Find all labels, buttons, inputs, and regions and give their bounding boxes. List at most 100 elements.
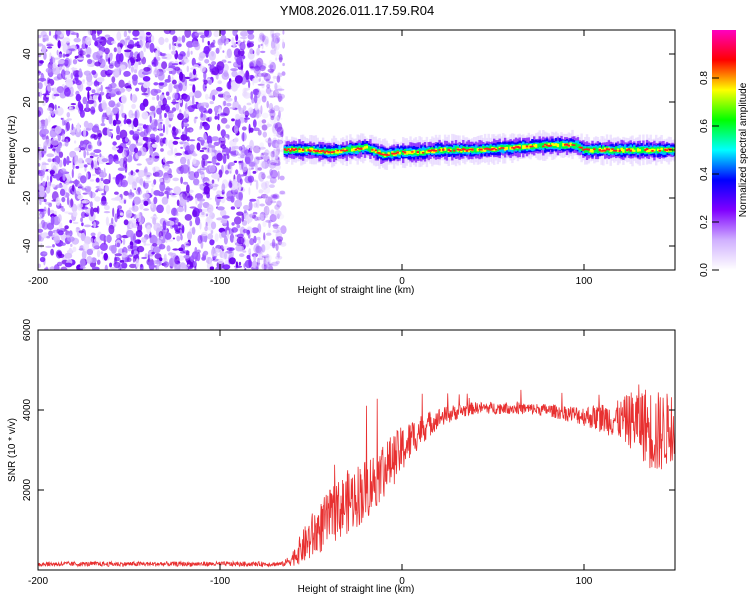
- noise-blob: [116, 125, 121, 135]
- noise-blob: [132, 30, 140, 37]
- noise-blob: [276, 236, 284, 242]
- signal-band-segment: [509, 146, 512, 150]
- noise-blob: [76, 57, 85, 60]
- noise-blob: [238, 191, 243, 202]
- noise-blob: [90, 190, 93, 199]
- noise-blob: [41, 45, 47, 54]
- noise-blob: [96, 249, 101, 258]
- noise-blob: [265, 253, 270, 261]
- noise-blob: [151, 251, 155, 255]
- noise-blob: [179, 71, 184, 81]
- noise-blob: [257, 167, 262, 171]
- noise-blob: [142, 98, 149, 108]
- noise-blob: [267, 137, 272, 148]
- noise-blob: [176, 199, 180, 207]
- noise-blob: [39, 256, 46, 263]
- noise-blob: [101, 158, 109, 163]
- noise-blob: [172, 177, 179, 182]
- signal-band-segment: [624, 148, 627, 154]
- noise-blob: [66, 155, 70, 166]
- noise-blob: [225, 55, 229, 59]
- noise-blob: [266, 158, 271, 164]
- noise-blob: [112, 141, 117, 146]
- noise-blob: [261, 119, 267, 124]
- signal-band-segment: [289, 150, 292, 152]
- signal-band-segment: [343, 148, 347, 152]
- noise-blob: [149, 113, 155, 116]
- noise-blob: [87, 30, 92, 36]
- noise-blob: [154, 253, 162, 260]
- noise-blob: [269, 114, 277, 125]
- noise-blob: [252, 170, 257, 174]
- noise-blob: [136, 44, 141, 48]
- noise-blob: [238, 146, 243, 151]
- signal-band-segment: [569, 142, 572, 146]
- noise-blob: [190, 129, 193, 132]
- noise-blob: [120, 64, 126, 71]
- noise-blob: [252, 77, 259, 84]
- noise-blob: [208, 197, 212, 200]
- signal-band-segment: [296, 147, 299, 153]
- noise-blob: [78, 185, 84, 189]
- colorbar-tick-label: 0.4: [699, 167, 710, 181]
- noise-blob: [155, 50, 159, 58]
- noise-blob: [281, 71, 286, 76]
- noise-blob: [38, 119, 42, 129]
- noise-blob: [153, 236, 158, 244]
- signal-band-segment: [380, 153, 383, 155]
- noise-blob: [244, 117, 250, 120]
- noise-blob: [108, 57, 111, 65]
- noise-blob: [178, 141, 187, 144]
- noise-blob: [98, 58, 106, 69]
- noise-blob: [74, 140, 77, 144]
- noise-blob: [105, 235, 112, 243]
- signal-band-segment: [483, 148, 487, 152]
- signal-band-segment: [345, 146, 349, 153]
- noise-blob: [260, 93, 267, 99]
- noise-blob: [226, 229, 230, 239]
- noise-blob: [135, 258, 140, 268]
- noise-blob: [251, 253, 259, 258]
- signal-band-segment: [392, 150, 396, 155]
- noise-blob: [66, 112, 71, 118]
- noise-blob: [276, 75, 281, 83]
- noise-blob: [243, 204, 250, 211]
- noise-blob: [70, 72, 74, 80]
- noise-blob: [201, 174, 205, 178]
- noise-blob: [84, 224, 91, 228]
- noise-blob: [136, 245, 145, 253]
- noise-blob: [78, 68, 83, 78]
- signal-band-segment: [574, 142, 578, 148]
- noise-blob: [167, 74, 171, 83]
- noise-blob: [211, 155, 217, 165]
- noise-blob: [98, 181, 104, 192]
- noise-blob: [194, 116, 198, 120]
- noise-blob: [274, 204, 280, 210]
- signal-band-segment: [291, 148, 294, 151]
- noise-blob: [153, 82, 159, 86]
- noise-blob: [39, 213, 42, 218]
- signal-band-segment: [565, 143, 569, 149]
- noise-blob: [271, 36, 278, 46]
- noise-blob: [85, 157, 92, 163]
- noise-blob: [255, 156, 264, 160]
- noise-blob: [117, 167, 126, 171]
- noise-blob: [253, 244, 260, 254]
- signal-band-segment: [498, 148, 501, 150]
- noise-blob: [159, 137, 164, 147]
- noise-blob: [81, 199, 90, 204]
- noise-blob: [146, 157, 155, 164]
- signal-band-segment: [354, 149, 358, 151]
- noise-blob: [212, 39, 216, 45]
- noise-blob: [144, 180, 152, 183]
- noise-blob: [137, 150, 142, 157]
- signal-band-segment: [622, 149, 625, 153]
- signal-band-segment: [667, 148, 671, 152]
- noise-blob: [263, 263, 267, 270]
- snr-marks: [37, 384, 676, 568]
- noise-blob: [125, 88, 132, 92]
- signal-band-segment: [465, 149, 469, 152]
- noise-blob: [268, 151, 271, 155]
- noise-blob: [265, 87, 272, 95]
- noise-blob: [264, 38, 269, 47]
